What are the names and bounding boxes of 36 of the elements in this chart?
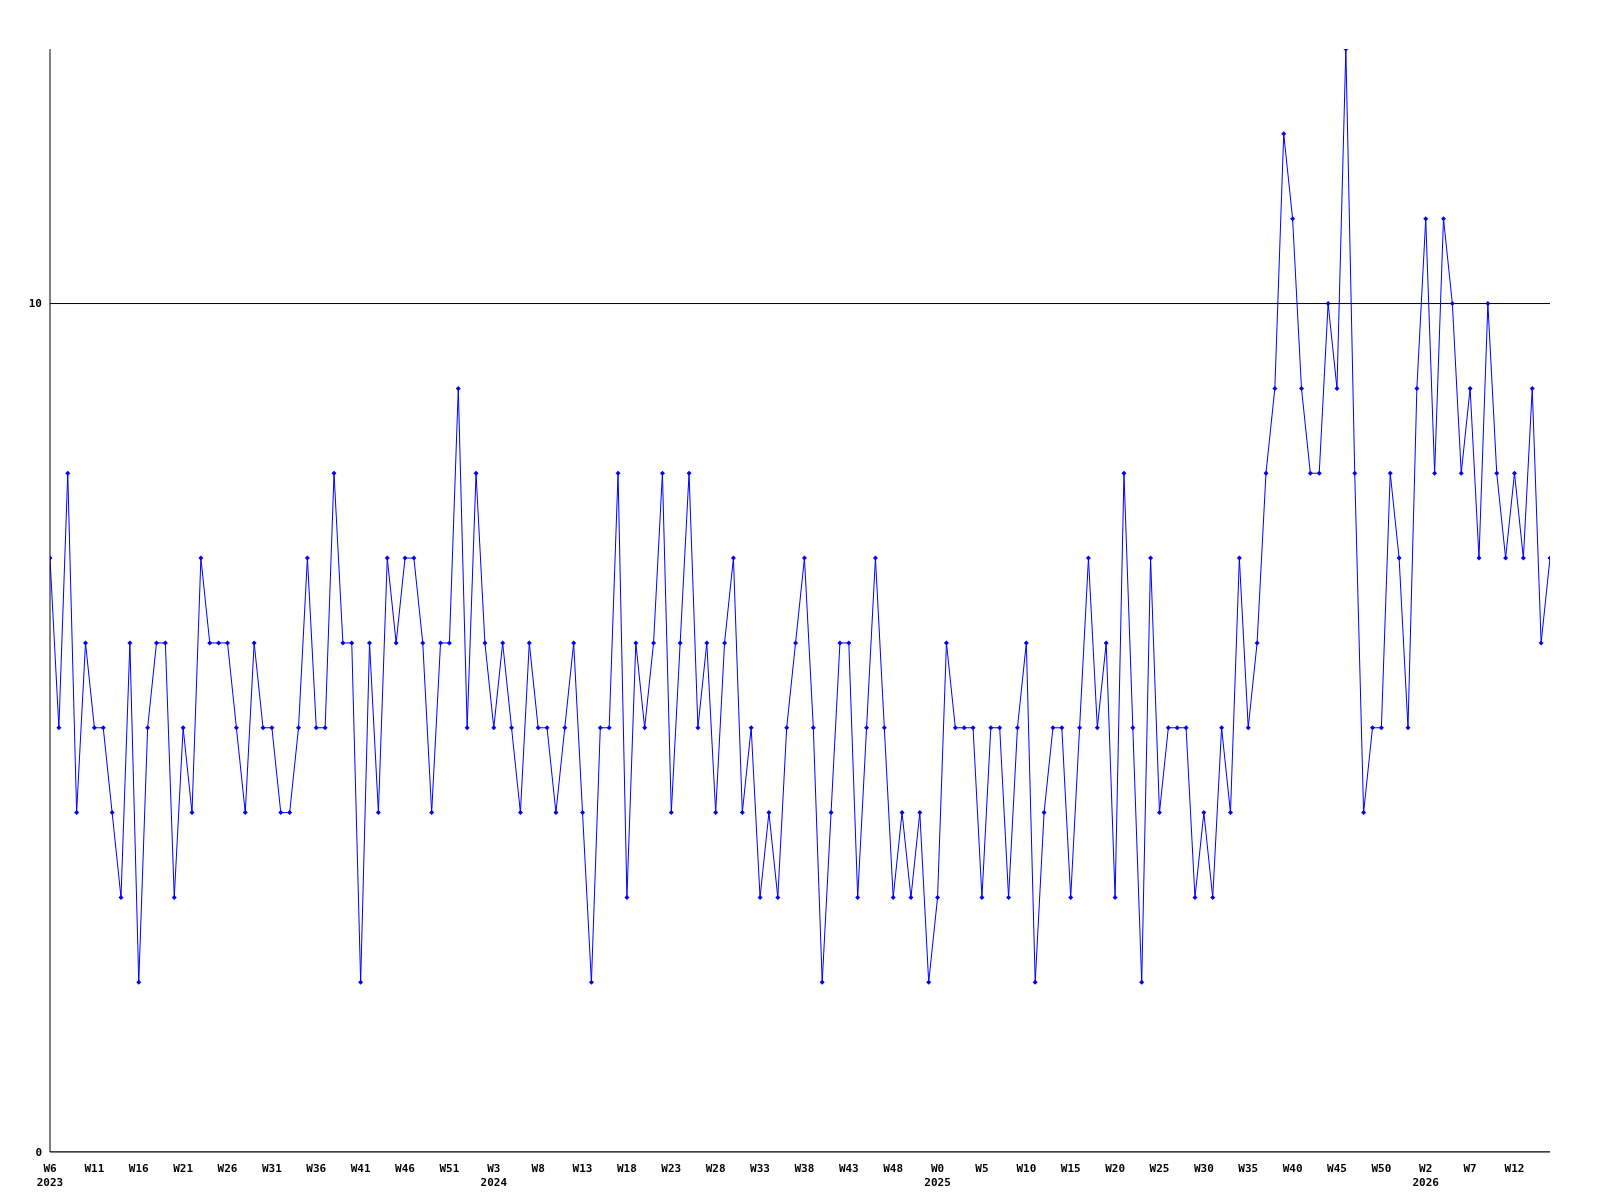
x-tick-label: W45 [1327, 1162, 1347, 1175]
x-tick-label: W18 [616, 1162, 637, 1175]
x-tick-label: W25 [1149, 1162, 1170, 1175]
x-tick-label: W31 [261, 1162, 283, 1175]
x-tick-label: W20 [1105, 1162, 1126, 1175]
x-tick-label: W3 2024 [480, 1162, 508, 1189]
x-tick-label: W10 [1016, 1162, 1037, 1175]
x-tick-label: W2 2026 [1412, 1162, 1440, 1189]
x-tick-label: W7 [1463, 1162, 1477, 1175]
x-tick-label: W6 2023 [36, 1162, 64, 1189]
x-tick-label: W30 [1193, 1162, 1214, 1175]
x-tick-label: W36 [306, 1162, 327, 1175]
x-tick-label: W0 2025 [924, 1162, 951, 1189]
x-tick-label: W8 [531, 1162, 545, 1175]
x-tick-label: W48 [883, 1162, 904, 1175]
x-tick-label: W35 [1238, 1162, 1259, 1175]
y-tick-label: 10 [28, 297, 42, 311]
x-tick-label: W26 [217, 1162, 238, 1175]
x-tick-label: W40 [1282, 1162, 1303, 1175]
x-tick-label: W46 [395, 1162, 416, 1175]
x-tick-label: W51 [439, 1162, 460, 1175]
x-tick-label: W15 [1060, 1162, 1081, 1175]
x-tick-label: W12 [1504, 1162, 1525, 1175]
x-tick-label: W21 [173, 1162, 194, 1175]
x-tick-label: W38 [794, 1162, 815, 1175]
x-tick-label: W13 [572, 1162, 593, 1175]
y-tick-label: 0 [35, 1145, 42, 1159]
x-tick-label: W11 [84, 1162, 105, 1175]
x-tick-label: W43 [838, 1162, 859, 1175]
x-tick-label: W41 [350, 1162, 371, 1175]
x-tick-label: W16 [128, 1162, 150, 1175]
x-tick-label: W5 [975, 1162, 989, 1175]
x-tick-label: W23 [661, 1162, 682, 1175]
x-tick-label: W33 [750, 1162, 770, 1175]
x-tick-label: W50 [1371, 1162, 1392, 1175]
x-tick-label: W28 [705, 1162, 726, 1175]
